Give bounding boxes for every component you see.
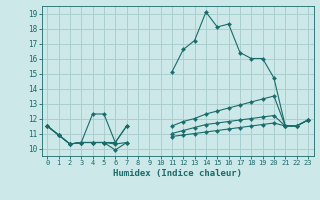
X-axis label: Humidex (Indice chaleur): Humidex (Indice chaleur) xyxy=(113,169,242,178)
